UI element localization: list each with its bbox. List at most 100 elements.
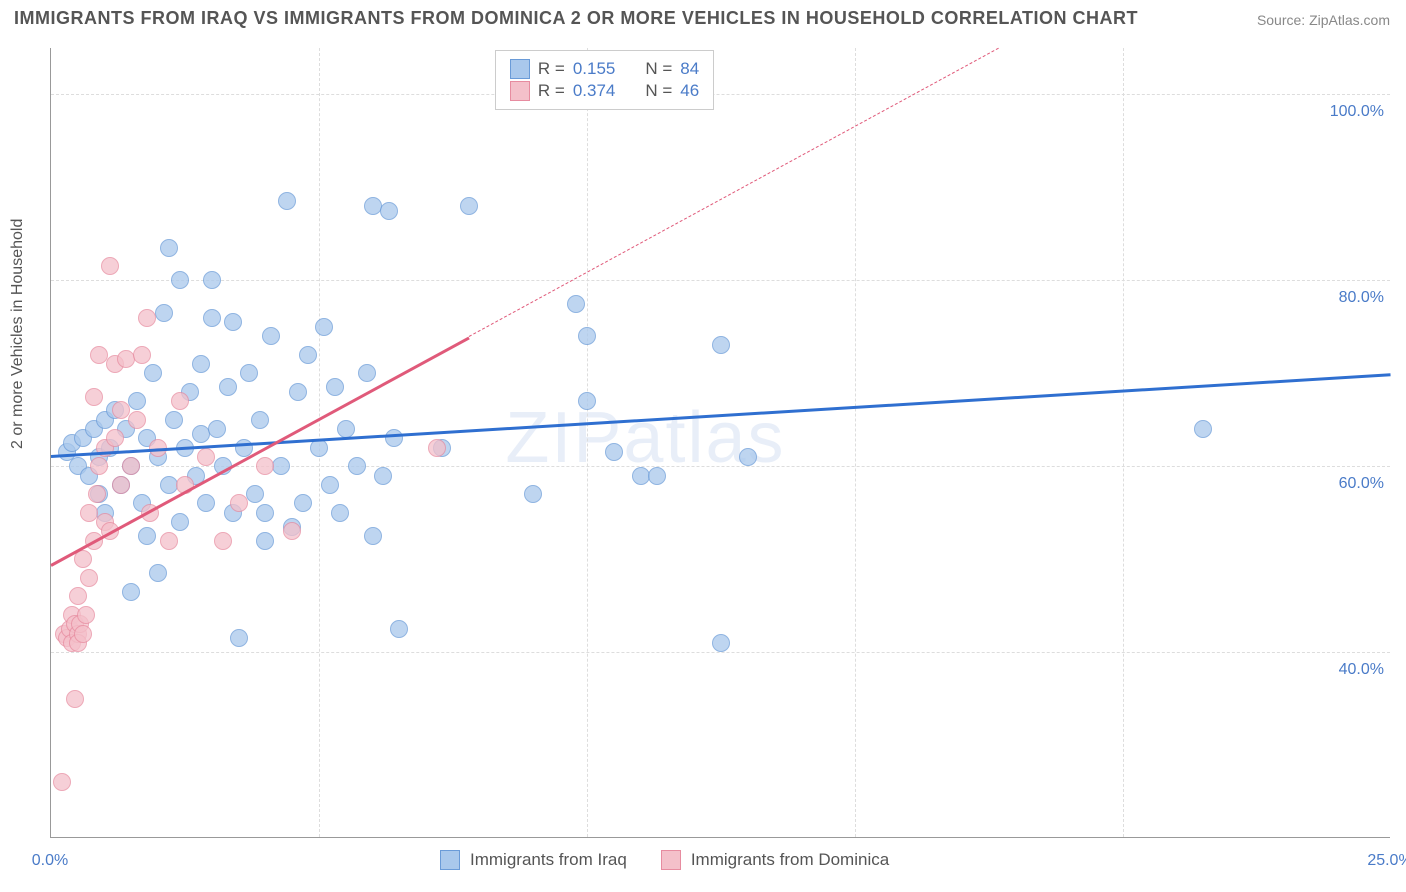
scatter-point-iraq bbox=[171, 271, 189, 289]
r-label: R = bbox=[538, 81, 565, 101]
scatter-point-dominica bbox=[230, 494, 248, 512]
scatter-point-dominica bbox=[197, 448, 215, 466]
gridline-v bbox=[1123, 48, 1124, 837]
scatter-point-dominica bbox=[171, 392, 189, 410]
scatter-point-iraq bbox=[256, 504, 274, 522]
scatter-point-iraq bbox=[197, 494, 215, 512]
y-axis-title: 2 or more Vehicles in Household bbox=[9, 219, 27, 449]
legend-label: Immigrants from Iraq bbox=[470, 850, 627, 870]
legend-swatch bbox=[510, 59, 530, 79]
gridline-h bbox=[51, 94, 1390, 95]
scatter-point-iraq bbox=[321, 476, 339, 494]
x-tick-label: 25.0% bbox=[1367, 852, 1406, 870]
scatter-point-dominica bbox=[80, 569, 98, 587]
scatter-point-dominica bbox=[112, 401, 130, 419]
scatter-point-dominica bbox=[138, 309, 156, 327]
scatter-point-iraq bbox=[460, 197, 478, 215]
scatter-point-iraq bbox=[160, 239, 178, 257]
scatter-point-dominica bbox=[101, 257, 119, 275]
scatter-point-dominica bbox=[428, 439, 446, 457]
source-label: Source: ZipAtlas.com bbox=[1257, 12, 1390, 28]
scatter-point-iraq bbox=[138, 527, 156, 545]
gridline-v bbox=[855, 48, 856, 837]
n-value: 46 bbox=[680, 81, 699, 101]
scatter-point-iraq bbox=[524, 485, 542, 503]
scatter-point-dominica bbox=[90, 346, 108, 364]
scatter-point-iraq bbox=[219, 378, 237, 396]
scatter-point-iraq bbox=[251, 411, 269, 429]
legend-swatch bbox=[510, 81, 530, 101]
scatter-point-iraq bbox=[390, 620, 408, 638]
y-tick-label: 100.0% bbox=[1330, 103, 1384, 121]
scatter-point-iraq bbox=[1194, 420, 1212, 438]
scatter-point-dominica bbox=[66, 690, 84, 708]
scatter-point-dominica bbox=[283, 522, 301, 540]
scatter-point-dominica bbox=[90, 457, 108, 475]
scatter-point-dominica bbox=[128, 411, 146, 429]
scatter-point-iraq bbox=[171, 513, 189, 531]
scatter-point-iraq bbox=[122, 583, 140, 601]
legend-swatch bbox=[440, 850, 460, 870]
scatter-point-iraq bbox=[208, 420, 226, 438]
scatter-point-dominica bbox=[112, 476, 130, 494]
plot-area: ZIPatlas bbox=[50, 48, 1390, 838]
scatter-point-iraq bbox=[294, 494, 312, 512]
scatter-point-iraq bbox=[144, 364, 162, 382]
scatter-point-dominica bbox=[69, 587, 87, 605]
scatter-point-iraq bbox=[256, 532, 274, 550]
scatter-point-iraq bbox=[648, 467, 666, 485]
scatter-point-iraq bbox=[739, 448, 757, 466]
scatter-point-iraq bbox=[192, 355, 210, 373]
scatter-point-iraq bbox=[380, 202, 398, 220]
scatter-point-iraq bbox=[374, 467, 392, 485]
scatter-point-dominica bbox=[74, 625, 92, 643]
legend-label: Immigrants from Dominica bbox=[691, 850, 889, 870]
scatter-point-iraq bbox=[358, 364, 376, 382]
scatter-point-iraq bbox=[155, 304, 173, 322]
scatter-point-iraq bbox=[240, 364, 258, 382]
scatter-point-iraq bbox=[165, 411, 183, 429]
scatter-point-dominica bbox=[77, 606, 95, 624]
scatter-point-iraq bbox=[128, 392, 146, 410]
r-label: R = bbox=[538, 59, 565, 79]
scatter-point-dominica bbox=[106, 429, 124, 447]
scatter-point-dominica bbox=[80, 504, 98, 522]
scatter-point-dominica bbox=[160, 532, 178, 550]
scatter-point-iraq bbox=[605, 443, 623, 461]
scatter-point-iraq bbox=[326, 378, 344, 396]
scatter-point-iraq bbox=[348, 457, 366, 475]
n-value: 84 bbox=[680, 59, 699, 79]
scatter-point-iraq bbox=[578, 392, 596, 410]
scatter-point-dominica bbox=[122, 457, 140, 475]
y-tick-label: 40.0% bbox=[1339, 661, 1384, 679]
scatter-point-iraq bbox=[315, 318, 333, 336]
x-tick-label: 0.0% bbox=[32, 852, 68, 870]
legend-row: R =0.155N =84 bbox=[510, 59, 699, 79]
legend-row: R =0.374N =46 bbox=[510, 81, 699, 101]
gridline-h bbox=[51, 652, 1390, 653]
gridline-v bbox=[587, 48, 588, 837]
legend-correlation: R =0.155N =84R =0.374N =46 bbox=[495, 50, 714, 110]
scatter-point-iraq bbox=[712, 634, 730, 652]
scatter-point-iraq bbox=[289, 383, 307, 401]
scatter-point-iraq bbox=[230, 629, 248, 647]
n-label: N = bbox=[645, 59, 672, 79]
scatter-point-iraq bbox=[246, 485, 264, 503]
scatter-point-iraq bbox=[224, 313, 242, 331]
scatter-point-iraq bbox=[272, 457, 290, 475]
scatter-point-iraq bbox=[567, 295, 585, 313]
scatter-point-iraq bbox=[203, 271, 221, 289]
scatter-point-dominica bbox=[53, 773, 71, 791]
scatter-point-iraq bbox=[331, 504, 349, 522]
legend-swatch bbox=[661, 850, 681, 870]
scatter-point-dominica bbox=[214, 532, 232, 550]
scatter-point-dominica bbox=[85, 388, 103, 406]
r-value: 0.374 bbox=[573, 81, 616, 101]
scatter-point-dominica bbox=[133, 346, 151, 364]
legend-series: Immigrants from Iraq Immigrants from Domi… bbox=[440, 850, 913, 870]
scatter-point-iraq bbox=[262, 327, 280, 345]
scatter-point-iraq bbox=[385, 429, 403, 447]
scatter-point-iraq bbox=[712, 336, 730, 354]
chart-container: IMMIGRANTS FROM IRAQ VS IMMIGRANTS FROM … bbox=[0, 0, 1406, 892]
gridline-h bbox=[51, 466, 1390, 467]
